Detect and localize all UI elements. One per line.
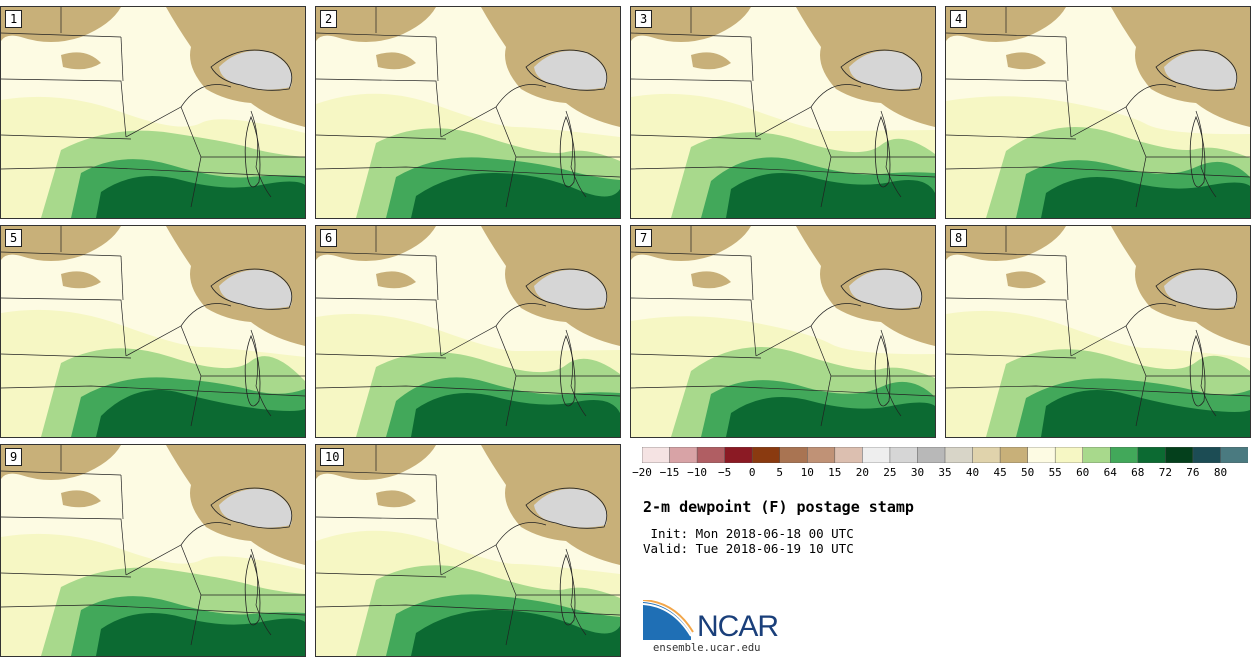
- colorbar-tick-label: −20: [632, 466, 652, 479]
- map-panel-6: 6: [315, 225, 621, 438]
- colorbar-tick-label: 45: [993, 466, 1007, 479]
- colorbar-tick-labels: −20 −15 −10 −5 0 5 10 15 20 25 30 35 40 45 50 55 60 64 68 7…: [632, 466, 1252, 482]
- colorbar-swatch: [1192, 447, 1222, 463]
- dewpoint-map: [1, 226, 305, 437]
- colorbar-swatch: [1082, 447, 1112, 463]
- colorbar-swatch: [1110, 447, 1139, 463]
- colorbar-swatch: [917, 447, 946, 463]
- product-title: 2-m dewpoint (F) postage stamp: [643, 498, 914, 516]
- dewpoint-map: [316, 445, 620, 656]
- colorbar-tick-label: 15: [828, 466, 842, 479]
- colorbar-swatch: [779, 447, 809, 463]
- colorbar-swatch: [834, 447, 864, 463]
- dewpoint-map: [1, 7, 305, 218]
- member-label: 1: [5, 10, 23, 28]
- colorbar-tick-label: 50: [1020, 466, 1035, 479]
- member-label: 6: [320, 229, 338, 247]
- colorbar-swatch: [1165, 447, 1194, 463]
- map-panel-5: 5: [0, 225, 306, 438]
- colorbar-swatch: [1054, 447, 1084, 463]
- colorbar-tick-label: 68: [1131, 466, 1145, 479]
- colorbar-swatch: [944, 447, 974, 463]
- colorbar-tick-label: 40: [965, 466, 980, 479]
- colorbar-swatch: [807, 447, 836, 463]
- valid-time: Valid: Tue 2018-06-19 10 UTC: [643, 541, 854, 556]
- colorbar-tick-label: 72: [1158, 466, 1173, 479]
- init-time: Init: Mon 2018-06-18 00 UTC: [643, 526, 854, 541]
- member-label: 2: [320, 10, 338, 28]
- colorbar-swatch: [642, 447, 671, 463]
- ncar-logo-icon: [643, 600, 694, 640]
- dewpoint-map: [946, 7, 1250, 218]
- colorbar-tick-label: −10: [687, 466, 708, 479]
- colorbar-tick-label: 30: [910, 466, 925, 479]
- colorbar-swatch: [1137, 447, 1167, 463]
- logo-url: ensemble.ucar.edu: [653, 642, 761, 654]
- colorbar-tick-label: 0: [748, 466, 756, 479]
- colorbar-tick-label: 60: [1076, 466, 1090, 479]
- colorbar-swatch: [999, 447, 1029, 463]
- dewpoint-map: [316, 226, 620, 437]
- colorbar-swatch: [889, 447, 919, 463]
- dewpoint-map: [631, 226, 935, 437]
- colorbar-swatch: [972, 447, 1001, 463]
- colorbar-tick-label: −15: [659, 466, 680, 479]
- member-label: 9: [5, 448, 23, 466]
- colorbar-swatch: [696, 447, 726, 463]
- map-panel-9: 9: [0, 444, 306, 657]
- colorbar-swatch: [751, 447, 781, 463]
- colorbar-tick-label: 10: [800, 466, 814, 479]
- colorbar-tick-label: 55: [1048, 466, 1062, 479]
- colorbar-tick-label: 80: [1213, 466, 1228, 479]
- colorbar: [642, 447, 1248, 463]
- colorbar-tick-label: 5: [776, 466, 783, 479]
- member-label: 4: [950, 10, 968, 28]
- map-panel-1: 1: [0, 6, 306, 219]
- colorbar-swatch: [1027, 447, 1056, 463]
- colorbar-swatch: [1220, 447, 1248, 463]
- dewpoint-map: [946, 226, 1250, 437]
- map-panel-8: 8: [945, 225, 1251, 438]
- colorbar-tick-label: 76: [1186, 466, 1200, 479]
- colorbar-tick-label: 25: [883, 466, 897, 479]
- member-label: 8: [950, 229, 968, 247]
- colorbar-swatch: [669, 447, 698, 463]
- map-panel-2: 2: [315, 6, 621, 219]
- dewpoint-map: [1, 445, 305, 656]
- dewpoint-map: [631, 7, 935, 218]
- member-label: 10: [320, 448, 345, 466]
- colorbar-tick-label: 35: [938, 466, 952, 479]
- member-label: 3: [635, 10, 653, 28]
- colorbar-swatch: [862, 447, 891, 463]
- member-label: 7: [635, 229, 653, 247]
- map-panel-10: 10: [315, 444, 621, 657]
- colorbar-tick-label: −5: [717, 466, 732, 479]
- colorbar-tick-label: 20: [855, 466, 870, 479]
- map-panel-4: 4: [945, 6, 1251, 219]
- dewpoint-map: [316, 7, 620, 218]
- map-panel-3: 3: [630, 6, 936, 219]
- colorbar-tick-label: 64: [1103, 466, 1117, 479]
- member-label: 5: [5, 229, 23, 247]
- logo-name: NCAR: [697, 610, 779, 643]
- map-panel-7: 7: [630, 225, 936, 438]
- colorbar-swatch: [724, 447, 753, 463]
